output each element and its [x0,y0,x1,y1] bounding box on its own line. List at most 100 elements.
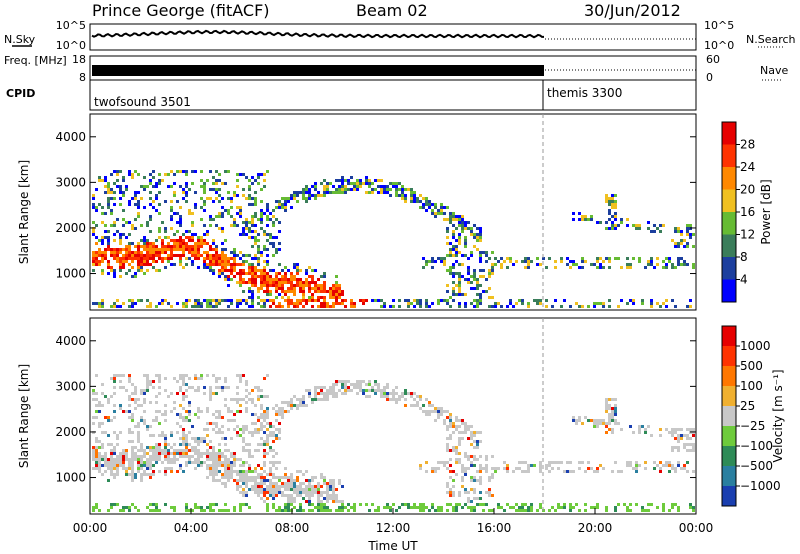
heatmap-cell [323,506,326,509]
heatmap-cell [101,299,104,302]
heatmap-cell [461,293,464,296]
heatmap-cell [524,257,527,260]
heatmap-cell [263,491,266,494]
heatmap-cell [677,437,680,440]
heatmap-cell [278,221,281,224]
colorbar-segment [722,167,736,190]
heatmap-cell [620,266,623,269]
heatmap-cell [281,275,284,278]
heatmap-cell [149,476,152,479]
heatmap-cell [167,185,170,188]
heatmap-cell [251,398,254,401]
heatmap-cell [188,401,191,404]
heatmap-cell [170,434,173,437]
heatmap-cell [353,386,356,389]
heatmap-cell [308,287,311,290]
heatmap-cell [233,251,236,254]
heatmap-cell [146,254,149,257]
heatmap-cell [146,425,149,428]
heatmap-cell [191,236,194,239]
heatmap-cell [233,248,236,251]
heatmap-cell [233,506,236,509]
heatmap-cell [296,485,299,488]
heatmap-cell [221,212,224,215]
heatmap-cell [218,227,221,230]
heatmap-cell [314,269,317,272]
heatmap-cell [164,419,167,422]
heatmap-cell [209,245,212,248]
heatmap-cell [254,197,257,200]
heatmap-cell [95,224,98,227]
heatmap-cell [218,200,221,203]
heatmap-cell [224,437,227,440]
heatmap-cell [326,389,329,392]
heatmap-cell [230,476,233,479]
heatmap-cell [146,185,149,188]
heatmap-cell [677,242,680,245]
heatmap-cell [224,269,227,272]
heatmap-cell [260,404,263,407]
heatmap-cell [113,239,116,242]
heatmap-cell [149,380,152,383]
heatmap-cell [329,386,332,389]
heatmap-cell [476,431,479,434]
heatmap-cell [257,251,260,254]
heatmap-cell [332,191,335,194]
colorbar-segment [722,486,736,506]
heatmap-cell [320,182,323,185]
heatmap-cell [599,419,602,422]
heatmap-cell [233,428,236,431]
heatmap-cell [329,488,332,491]
heatmap-cell [470,461,473,464]
heatmap-cell [344,389,347,392]
heatmap-cell [269,233,272,236]
heatmap-cell [149,191,152,194]
heatmap-cell [656,227,659,230]
heatmap-cell [203,185,206,188]
frequency-fill [92,65,544,76]
heatmap-cell [92,431,95,434]
heatmap-cell [140,392,143,395]
heatmap-cell [302,491,305,494]
heatmap-cell [656,257,659,260]
heatmap-cell [119,170,122,173]
heatmap-cell [248,443,251,446]
heatmap-cell [98,305,101,308]
heatmap-cell [380,179,383,182]
heatmap-cell [92,254,95,257]
heatmap-cell [104,257,107,260]
heatmap-cell [365,176,368,179]
heatmap-cell [134,302,137,305]
heatmap-cell [188,251,191,254]
heatmap-cell [470,434,473,437]
heatmap-cell [641,302,644,305]
heatmap-cell [476,446,479,449]
heatmap-cell [107,461,110,464]
heatmap-cell [242,482,245,485]
heatmap-cell [155,452,158,455]
heatmap-cell [422,503,425,506]
heatmap-cell [275,467,278,470]
heatmap-cell [458,425,461,428]
heatmap-cell [248,455,251,458]
heatmap-cell [149,503,152,506]
colorbar-tick-label: 8 [740,250,748,264]
heatmap-cell [431,410,434,413]
heatmap-cell [236,179,239,182]
heatmap-cell [332,305,335,308]
heatmap-cell [347,179,350,182]
heatmap-cell [269,449,272,452]
heatmap-cell [278,488,281,491]
heatmap-cell [446,509,449,512]
heatmap-cell [329,497,332,500]
heatmap-cell [395,509,398,512]
heatmap-cell [617,422,620,425]
heatmap-cell [254,179,257,182]
heatmap-cell [146,473,149,476]
heatmap-cell [626,257,629,260]
heatmap-cell [293,287,296,290]
heatmap-cell [197,257,200,260]
heatmap-cell [182,428,185,431]
heatmap-cell [323,386,326,389]
heatmap-cell [467,281,470,284]
